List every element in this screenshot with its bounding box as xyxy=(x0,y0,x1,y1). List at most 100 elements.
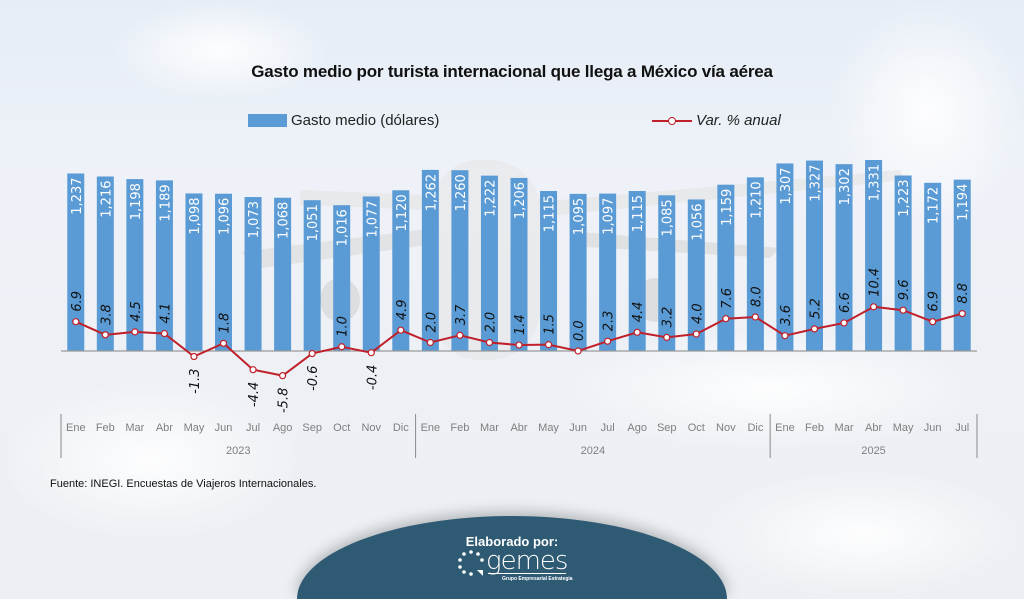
bar xyxy=(185,193,203,351)
line-value-label: 3.8 xyxy=(99,304,114,325)
x-tick-label: Sep xyxy=(302,422,322,434)
line-point xyxy=(722,315,730,323)
line-value-label: 6.6 xyxy=(838,292,853,313)
year-group-label: 2024 xyxy=(581,445,605,457)
legend-item-bars: Gasto medio (dólares) xyxy=(248,112,439,129)
line-point xyxy=(929,318,937,326)
bar xyxy=(155,180,173,351)
line-point xyxy=(426,338,434,347)
x-tick-label: Jul xyxy=(246,422,260,434)
bar-value-label: 1,098 xyxy=(188,197,203,234)
line-point xyxy=(633,328,641,336)
x-tick-label: Abr xyxy=(510,422,527,434)
line-value-label: 6.9 xyxy=(70,291,85,312)
bar xyxy=(865,160,883,351)
x-tick-label: Abr xyxy=(156,422,173,434)
line-value-label: 3.6 xyxy=(779,305,794,326)
bar xyxy=(658,195,676,351)
line-value-label: 0.0 xyxy=(572,320,587,341)
line-point xyxy=(308,349,316,358)
line-value-label: 2.0 xyxy=(483,312,498,333)
bar xyxy=(510,177,528,351)
line-point xyxy=(663,333,671,341)
line-value-label: 3.7 xyxy=(454,304,469,325)
bar xyxy=(717,184,735,351)
line-point xyxy=(456,331,464,339)
line-value-label: 4.9 xyxy=(395,299,410,320)
line-point xyxy=(367,349,375,357)
line-point xyxy=(958,310,966,318)
line-point xyxy=(72,318,80,326)
line-point xyxy=(544,341,553,349)
bar xyxy=(540,190,558,351)
bar xyxy=(776,163,794,351)
x-tick-label: Nov xyxy=(716,422,736,434)
x-tick-label: Jun xyxy=(215,422,233,434)
line-point xyxy=(810,325,819,333)
bar xyxy=(67,173,85,351)
x-tick-label: May xyxy=(184,422,205,434)
bar xyxy=(362,196,380,351)
x-tick-label: Oct xyxy=(688,422,705,434)
bar-value-label: 1,307 xyxy=(779,167,794,204)
line-value-label: 3.2 xyxy=(661,307,676,328)
legend-line-label: Var. % anual xyxy=(696,112,781,129)
bar-value-label: 1,194 xyxy=(956,184,971,221)
bar-value-label: 1,331 xyxy=(868,164,883,201)
bar xyxy=(835,164,853,351)
x-tick-label: Mar xyxy=(125,422,144,434)
bar-value-label: 1,016 xyxy=(336,209,351,246)
bar-value-label: 1,097 xyxy=(602,198,617,235)
line-point xyxy=(190,352,198,361)
x-tick-label: Feb xyxy=(805,422,824,434)
x-tick-label: Sep xyxy=(657,422,677,434)
bar xyxy=(126,179,144,351)
bar-value-label: 1,262 xyxy=(424,174,439,211)
bar-value-label: 1,068 xyxy=(277,202,292,239)
x-tick-label: Ene xyxy=(421,422,441,434)
bar xyxy=(924,182,942,351)
line-value-label: -4.4 xyxy=(247,382,262,407)
legend-item-line: Var. % anual xyxy=(652,112,781,129)
bar xyxy=(628,190,646,351)
bar xyxy=(96,176,114,351)
line-point xyxy=(101,331,109,339)
line-value-label: 4.4 xyxy=(631,302,646,323)
logo-underline xyxy=(488,573,566,574)
bar xyxy=(333,205,351,351)
bar-value-label: 1,096 xyxy=(218,198,233,235)
bar xyxy=(244,197,262,351)
line-value-label: -5.8 xyxy=(277,388,292,413)
footer-label: Elaborado por: xyxy=(465,534,559,549)
legend-bar-label: Gasto medio (dólares) xyxy=(291,112,440,129)
line-point xyxy=(751,313,759,321)
bar xyxy=(451,170,469,351)
logo-brand: gemes xyxy=(486,546,568,576)
x-tick-label: Nov xyxy=(361,422,381,434)
chart-title: Gasto medio por turista internacional qu… xyxy=(251,62,773,81)
bar-value-label: 1,056 xyxy=(690,203,705,240)
bar-value-label: 1,210 xyxy=(749,181,764,218)
line-value-label: 5.2 xyxy=(808,298,823,319)
bar-legend-swatch xyxy=(248,114,287,127)
line-value-label: 6.9 xyxy=(927,291,942,312)
x-tick-label: Feb xyxy=(450,422,469,434)
line-value-label: -1.3 xyxy=(188,369,203,394)
bar-value-label: 1,223 xyxy=(897,179,912,216)
x-tick-label: Jul xyxy=(955,422,969,434)
bar-value-label: 1,237 xyxy=(70,177,85,214)
bar xyxy=(805,160,823,351)
year-group-label: 2023 xyxy=(226,445,250,457)
bar-value-label: 1,302 xyxy=(838,168,853,205)
bar-value-label: 1,216 xyxy=(99,181,114,218)
bar-value-label: 1,115 xyxy=(631,195,646,232)
line-point xyxy=(279,372,287,380)
background-cloud xyxy=(700,470,1024,599)
x-tick-label: May xyxy=(893,422,914,434)
bar xyxy=(687,199,705,351)
bar xyxy=(746,177,764,351)
line-point xyxy=(249,366,257,374)
bar xyxy=(274,197,292,351)
x-tick-label: Jun xyxy=(924,422,942,434)
